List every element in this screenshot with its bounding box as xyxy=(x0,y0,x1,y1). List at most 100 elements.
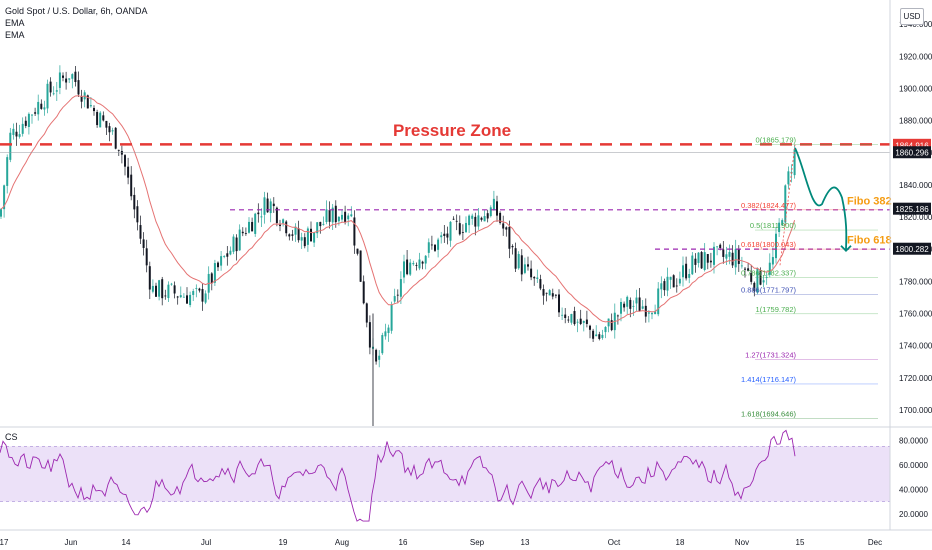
candle-body xyxy=(362,281,365,304)
candle-body xyxy=(604,326,607,333)
candle-body xyxy=(347,215,350,220)
candle-body xyxy=(229,250,232,255)
candle-body xyxy=(381,335,384,354)
candle-body xyxy=(387,327,390,334)
candle-body xyxy=(514,248,517,269)
candle-body xyxy=(647,312,650,314)
candle-body xyxy=(210,273,213,284)
candle-body xyxy=(21,123,24,134)
rsi-line xyxy=(0,429,796,522)
candle-body xyxy=(663,281,666,291)
candle-body xyxy=(626,296,629,307)
candle-body xyxy=(461,232,464,233)
candle-body xyxy=(223,256,226,257)
candle-body xyxy=(148,266,151,290)
candle-body xyxy=(527,264,529,267)
candle-body xyxy=(74,71,77,83)
candle-body xyxy=(734,248,737,268)
fib-level-label: 1(1759.782) xyxy=(756,305,797,314)
candle-body xyxy=(31,114,33,116)
candle-body xyxy=(675,285,678,287)
candle-body xyxy=(248,221,250,233)
candle-body xyxy=(592,330,595,339)
candle-body xyxy=(310,228,312,242)
time-tick-label: Jun xyxy=(65,538,78,547)
candle-body xyxy=(489,207,492,217)
candle-body xyxy=(492,198,495,211)
candle-body xyxy=(300,237,303,241)
candle-body xyxy=(124,155,126,167)
candle-body xyxy=(182,296,185,298)
candle-body xyxy=(306,228,309,245)
candle-body xyxy=(750,272,753,282)
candle-body xyxy=(102,115,105,121)
candle-body xyxy=(77,80,80,95)
candle-body xyxy=(170,283,173,285)
candle-body xyxy=(406,259,409,275)
candle-body xyxy=(409,262,412,275)
candle-body xyxy=(49,81,52,93)
currency-button[interactable]: USD xyxy=(900,8,924,25)
candle-body xyxy=(18,134,21,137)
candle-body xyxy=(601,334,604,338)
candle-body xyxy=(186,295,188,304)
time-tick-label: Oct xyxy=(608,538,621,547)
candle-body xyxy=(430,244,433,246)
symbol-title[interactable]: Gold Spot / U.S. Dollar, 6h, OANDA xyxy=(5,6,148,16)
candle-body xyxy=(744,268,746,270)
candle-body xyxy=(114,127,117,149)
candle-body xyxy=(319,221,322,227)
candle-body xyxy=(787,171,790,185)
fib-level-label: 1.414(1716.147) xyxy=(741,375,797,384)
candle-body xyxy=(502,223,505,229)
candle-body xyxy=(620,301,622,314)
candle-body xyxy=(731,252,734,266)
candle-body xyxy=(536,277,539,279)
candle-body xyxy=(465,222,467,233)
candlestick-series xyxy=(0,65,796,426)
candle-body xyxy=(496,201,498,216)
ema-line xyxy=(0,95,796,324)
candle-body xyxy=(685,263,688,279)
candle-body xyxy=(533,277,536,279)
candle-body xyxy=(269,201,272,214)
candle-body xyxy=(660,283,663,290)
candle-body xyxy=(775,233,777,259)
price-tag-bg xyxy=(893,242,931,255)
candle-body xyxy=(353,217,356,246)
candle-body xyxy=(145,248,148,266)
candle-body xyxy=(440,235,443,238)
ema-indicator-2[interactable]: EMA xyxy=(5,30,25,40)
candle-body xyxy=(331,207,334,223)
projection-arrow-head xyxy=(840,245,852,253)
time-tick-label: Jul xyxy=(201,538,211,547)
candle-body xyxy=(781,220,784,226)
candle-body xyxy=(266,198,269,213)
time-tick-label: Dec xyxy=(868,538,882,547)
candle-body xyxy=(368,322,371,348)
candle-body xyxy=(86,95,89,109)
candle-body xyxy=(285,221,288,234)
candle-body xyxy=(235,237,238,252)
candle-body xyxy=(263,197,266,215)
candle-body xyxy=(43,107,46,110)
candle-body xyxy=(384,331,387,337)
candle-body xyxy=(198,288,201,291)
fib-level-label: 1.27(1731.324) xyxy=(745,351,796,360)
candle-body xyxy=(291,234,294,236)
candle-body xyxy=(164,295,167,297)
candle-body xyxy=(421,261,424,264)
candle-body xyxy=(579,318,582,324)
candle-body xyxy=(158,280,161,297)
candle-body xyxy=(632,305,635,307)
candle-body xyxy=(37,101,40,115)
candle-body xyxy=(722,249,725,257)
candle-body xyxy=(365,303,368,323)
price-tag-label: 1825.186 xyxy=(895,205,929,214)
ema-indicator-1[interactable]: EMA xyxy=(5,18,25,28)
candle-body xyxy=(576,321,579,323)
candle-body xyxy=(725,254,728,259)
candle-body xyxy=(176,296,179,298)
candle-body xyxy=(192,291,195,295)
